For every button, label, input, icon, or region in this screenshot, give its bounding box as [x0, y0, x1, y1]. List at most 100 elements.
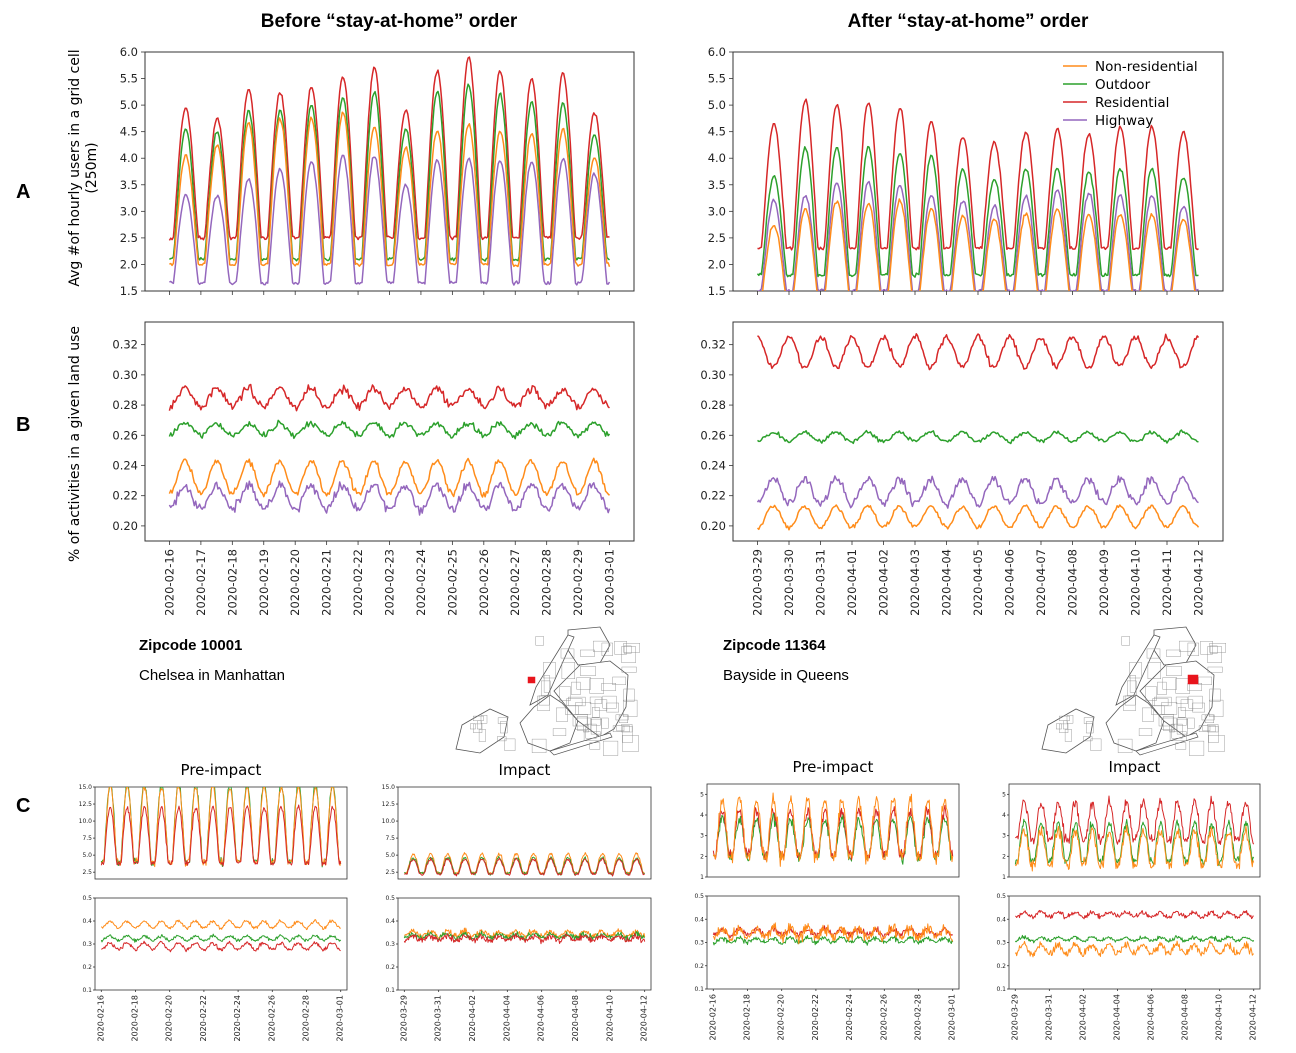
- y-tick-label: 2.5: [82, 869, 92, 876]
- x-tick-label: 2020-02-20: [288, 549, 302, 616]
- map-zip-cell: [1090, 738, 1102, 751]
- x-tick-label: 2020-03-31: [1044, 994, 1053, 1041]
- x-tick-label: 2020-04-08: [1066, 549, 1080, 616]
- y-tick-label: 7.5: [385, 835, 395, 842]
- map-zip-cell: [1209, 645, 1218, 654]
- map-zip-cell: [612, 676, 626, 686]
- legend-label: Residential: [1095, 95, 1169, 111]
- x-tick-label: 2020-03-01: [336, 995, 345, 1042]
- map-zip-cell: [575, 702, 592, 715]
- y-tick-label: 5.5: [708, 72, 726, 86]
- map-rockaway: [1135, 732, 1199, 756]
- series-line-residential: [100, 804, 342, 867]
- x-tick-label: 2020-02-22: [351, 549, 365, 616]
- map-zip-cell: [1187, 642, 1199, 656]
- y-tick-label: 5.0: [120, 98, 138, 112]
- map-zip-cell: [1187, 717, 1195, 729]
- panel-c2-top: 2.5 5.0 7.5 10.0 12.5 15.0 Impact: [382, 761, 652, 880]
- map-zip-cell: [614, 641, 627, 655]
- x-tick-label: 2020-03-29: [1010, 994, 1019, 1041]
- y-tick-label: 0.22: [700, 489, 726, 503]
- map-zip-cell: [538, 695, 550, 706]
- panel-c3-bottom: 0.1 0.2 0.3 0.4 0.5 2020-02-16 2020-02-18 2020-…: [694, 893, 960, 1041]
- map-zip-cell: [1162, 677, 1177, 690]
- map-zip-cell: [1064, 729, 1072, 742]
- map-zip-cell: [1154, 696, 1172, 707]
- x-tick-label: 2020-04-07: [1034, 549, 1048, 616]
- x-tick-label: 2020-04-08: [571, 995, 580, 1042]
- x-tick-label: 2020-02-18: [743, 994, 752, 1041]
- series-line-non-residential: [1014, 940, 1254, 958]
- x-tick-label: 2020-02-20: [165, 995, 174, 1042]
- x-tick-label: 2020-02-27: [508, 549, 522, 616]
- map-zip-cell: [1171, 723, 1183, 739]
- x-tick-label: 2020-02-24: [414, 549, 428, 616]
- map-zip-cell: [1175, 742, 1187, 750]
- x-tick-label: 2020-02-26: [879, 994, 888, 1041]
- y-tick-label: 3.5: [708, 178, 726, 192]
- y-tick-label: 0.30: [112, 368, 138, 382]
- x-tick-label: 2020-04-12: [640, 995, 649, 1042]
- series-line-outdoor: [757, 429, 1199, 445]
- map-zip-cell: [1121, 636, 1130, 646]
- y-tick-label: 4: [1002, 812, 1006, 819]
- map-zip-cell: [623, 645, 632, 654]
- x-tick-label: 2020-02-24: [233, 995, 242, 1042]
- y-tick-label: 0.24: [700, 458, 726, 472]
- x-tick-label: 2020-04-01: [845, 549, 859, 616]
- y-tick-label: 1: [1002, 874, 1006, 881]
- legend-label: Outdoor: [1095, 77, 1151, 93]
- x-tick-label: 2020-02-16: [96, 995, 105, 1042]
- map-zip-cell: [1066, 714, 1074, 724]
- map-zip-cell: [1146, 648, 1161, 659]
- map-highlighted-zipcode: [1187, 674, 1199, 685]
- series-line-non-residential: [168, 457, 611, 498]
- map-zip-cell: [1056, 723, 1062, 730]
- series-line-non-residential: [169, 111, 611, 268]
- legend-label: Highway: [1095, 113, 1153, 129]
- y-tick-label: 3.0: [708, 204, 726, 218]
- map-zip-cell: [497, 717, 508, 724]
- y-tick-label: 4: [700, 812, 704, 819]
- map-zip-cell: [470, 723, 476, 730]
- y-tick-label: 3.5: [120, 178, 138, 192]
- map-zip-cell: [623, 699, 638, 717]
- map-zip-cell: [583, 731, 601, 741]
- map-zip-cell: [552, 728, 567, 736]
- map-zip-cell: [477, 720, 482, 730]
- map-bronx: [567, 626, 611, 666]
- panel-a-before: 1.5 2.0 2.5 3.0 3.5 4.0 4.5 5.0 5.5 6.0: [120, 45, 635, 298]
- map-zip-cell: [1177, 717, 1187, 726]
- y-tick-label: 0.3: [694, 940, 704, 947]
- zip-right-code: Zipcode 11364: [723, 637, 826, 654]
- x-tick-label: 2020-04-12: [1192, 549, 1206, 616]
- y-tick-label: 1.5: [708, 284, 726, 298]
- map-zip-cell: [559, 686, 571, 701]
- x-tick-label: 2020-02-22: [811, 994, 820, 1041]
- map-zip-cell: [1202, 725, 1211, 732]
- map-zip-cell: [1163, 716, 1174, 731]
- y-tick-label: 2: [700, 853, 704, 860]
- y-tick-label: 0.4: [694, 916, 704, 923]
- series-line-outdoor: [1014, 934, 1255, 944]
- y-tick-label: 0.1: [385, 987, 395, 994]
- subplot-title: Impact: [499, 761, 551, 779]
- x-tick-label: 2020-02-18: [225, 549, 239, 616]
- y-tick-label: 0.1: [82, 987, 92, 994]
- y-tick-label: 0.1: [694, 986, 704, 993]
- x-tick-label: 2020-04-10: [605, 995, 614, 1042]
- y-tick-label: 0.24: [112, 458, 138, 472]
- row-label-a: A: [16, 181, 30, 203]
- nyc-zipcode-map-right-icon: [1041, 626, 1226, 756]
- series-line-residential: [403, 933, 646, 945]
- x-tick-label: 2020-04-11: [1160, 549, 1174, 616]
- ylabel-a-line2: (250m): [84, 142, 100, 193]
- panel-c1-top: 2.5 5.0 7.5 10.0 12.5 15.0 Pre-impact: [79, 761, 348, 880]
- series-line-residential: [1015, 909, 1254, 920]
- panel-a-after: 1.5 2.0 2.5 3.0 3.5 4.0 4.5 5.0 5.5 6.0 Non-reside…: [708, 45, 1224, 298]
- map-zip-cell: [1126, 680, 1137, 696]
- map-zip-cell: [480, 714, 488, 724]
- map-zip-cell: [621, 646, 636, 663]
- x-tick-label: 2020-02-16: [162, 549, 176, 616]
- map-zip-cell: [1086, 721, 1094, 734]
